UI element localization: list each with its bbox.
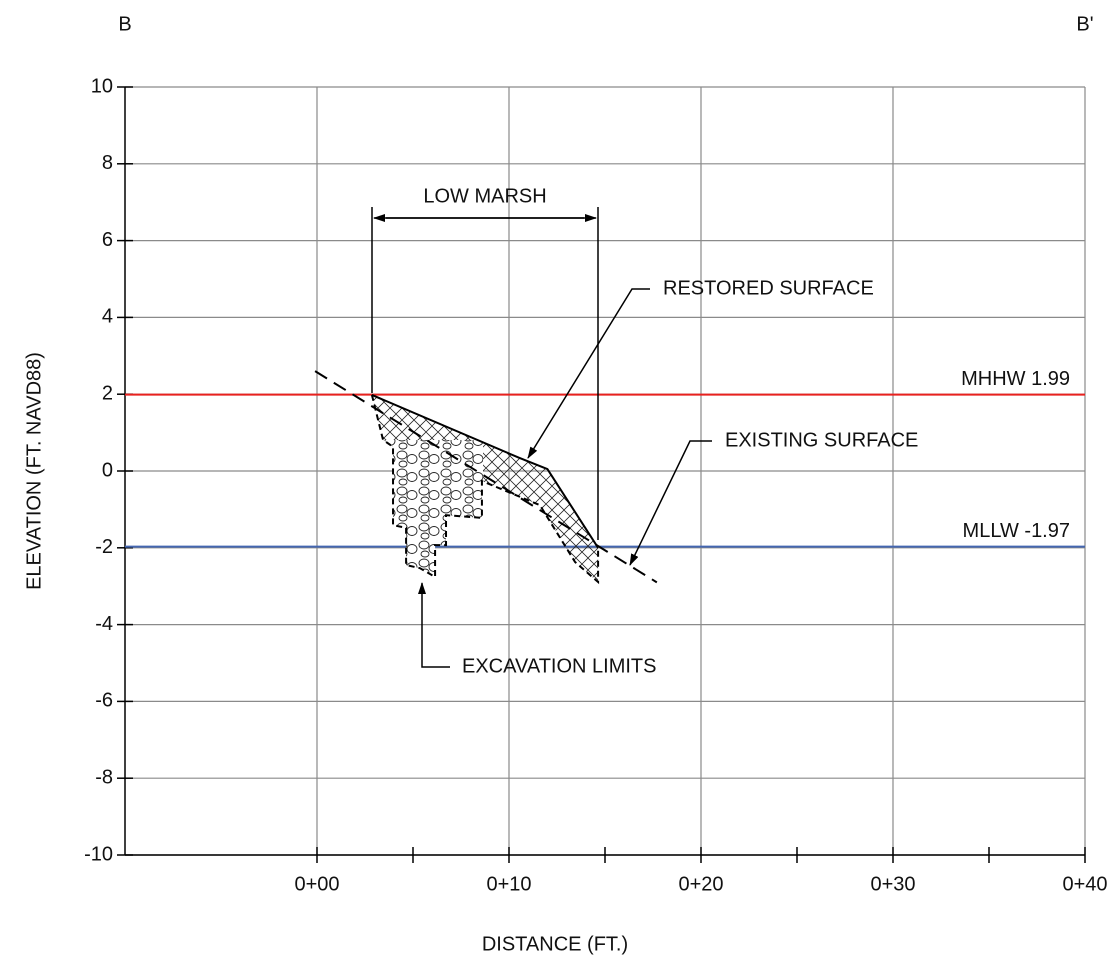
x-tick-label: 0+40 — [1062, 873, 1107, 895]
leader — [418, 582, 450, 668]
y-tick-label: 0 — [102, 459, 113, 481]
y-tick-label: 10 — [91, 75, 113, 97]
leader — [527, 288, 650, 459]
annotation: RESTORED SURFACE — [663, 277, 874, 299]
reference-label: MHHW 1.99 — [961, 368, 1070, 390]
y-tick-label: 8 — [102, 152, 113, 174]
leader — [629, 440, 712, 566]
y-tick-label: -8 — [95, 766, 113, 788]
y-tick-label: -2 — [95, 536, 113, 558]
y-axis-label: ELEVATION (FT. NAVD88) — [23, 352, 45, 590]
surface-line — [370, 394, 600, 585]
y-tick-label: -4 — [95, 613, 113, 635]
reference-label: MLLW -1.97 — [963, 520, 1070, 542]
surface-line — [371, 394, 599, 549]
annotation: EXISTING SURFACE — [725, 429, 918, 451]
y-tick-label: -10 — [84, 843, 113, 865]
x-tick-label: 0+30 — [870, 873, 915, 895]
rock-fill — [383, 440, 483, 577]
x-tick-label: 0+10 — [486, 873, 531, 895]
y-tick-label: -6 — [95, 690, 113, 712]
x-tick-label: 0+00 — [294, 873, 339, 895]
y-tick-label: 6 — [102, 229, 113, 251]
annotation: EXCAVATION LIMITS — [462, 655, 656, 677]
x-tick-label: 0+20 — [678, 873, 723, 895]
x-axis-label: DISTANCE (FT.) — [482, 933, 628, 955]
y-tick-label: 4 — [102, 306, 113, 328]
y-tick-label: 2 — [102, 382, 113, 404]
annotation: LOW MARSH — [423, 185, 546, 207]
section-label: B — [118, 13, 131, 35]
section-label: B' — [1076, 13, 1093, 35]
surface-line — [314, 370, 658, 584]
